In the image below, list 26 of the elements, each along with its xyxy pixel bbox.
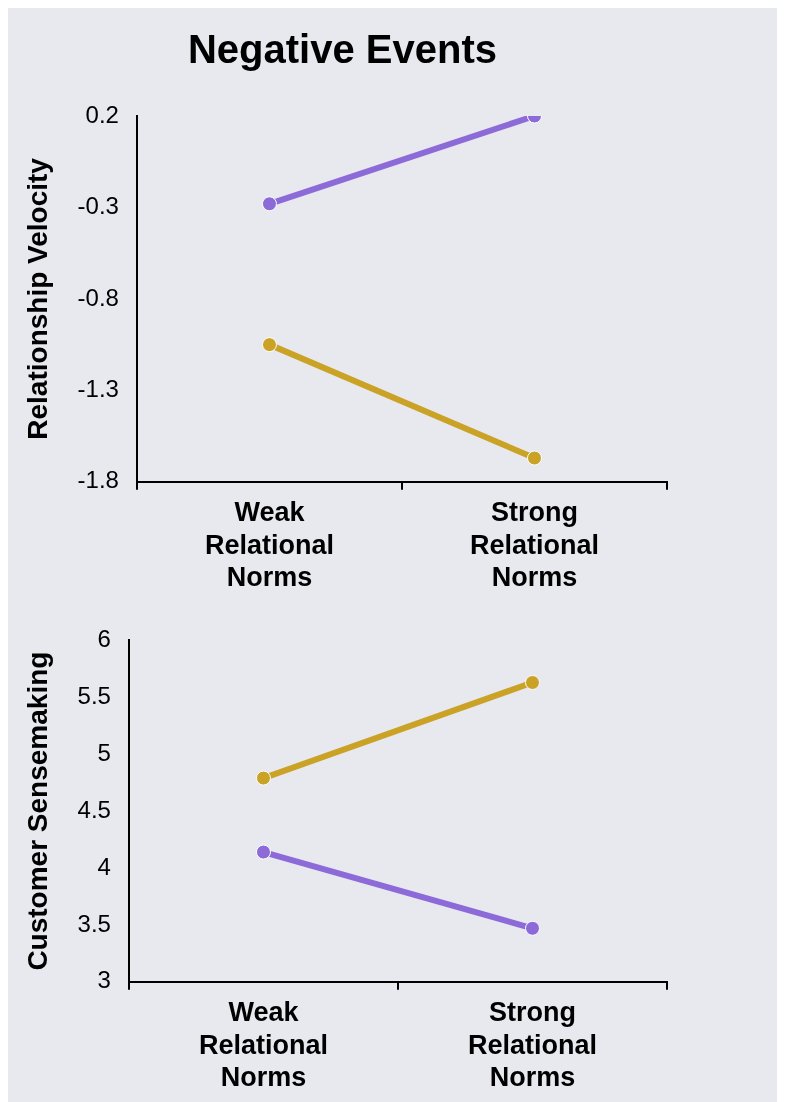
point: [526, 450, 542, 466]
y-axis-title: Relationship Velocity: [21, 157, 53, 440]
y-tick-label: 6: [97, 625, 111, 653]
y-tick-label: 4: [97, 852, 111, 880]
y-tick-label: 5.5: [77, 681, 111, 709]
y-tick-label: -0.3: [77, 192, 119, 220]
point: [261, 337, 277, 353]
point: [524, 920, 540, 936]
y-tick-label: 0.2: [85, 100, 119, 128]
chart-title: Negative Events: [187, 27, 498, 72]
x-tick-label: Strong Relational Norms: [467, 997, 598, 1093]
y-axis-title: Customer Sensemaking: [21, 651, 53, 971]
point: [255, 844, 271, 860]
y-tick-label: 3.5: [77, 909, 111, 937]
y-tick-label: -1.8: [77, 466, 119, 494]
point: [255, 770, 271, 786]
x-tick-label: Strong Relational Norms: [469, 497, 599, 593]
y-tick-label: 3: [97, 966, 111, 994]
y-tick-label: -1.3: [77, 374, 119, 402]
point: [524, 675, 540, 691]
y-tick-label: -0.8: [77, 283, 119, 311]
y-tick-label: 5: [97, 738, 111, 766]
x-tick-label: Weak Relational Norms: [204, 497, 334, 593]
y-tick-label: 4.5: [77, 795, 111, 823]
point: [261, 196, 277, 212]
x-tick-label: Weak Relational Norms: [198, 997, 328, 1093]
